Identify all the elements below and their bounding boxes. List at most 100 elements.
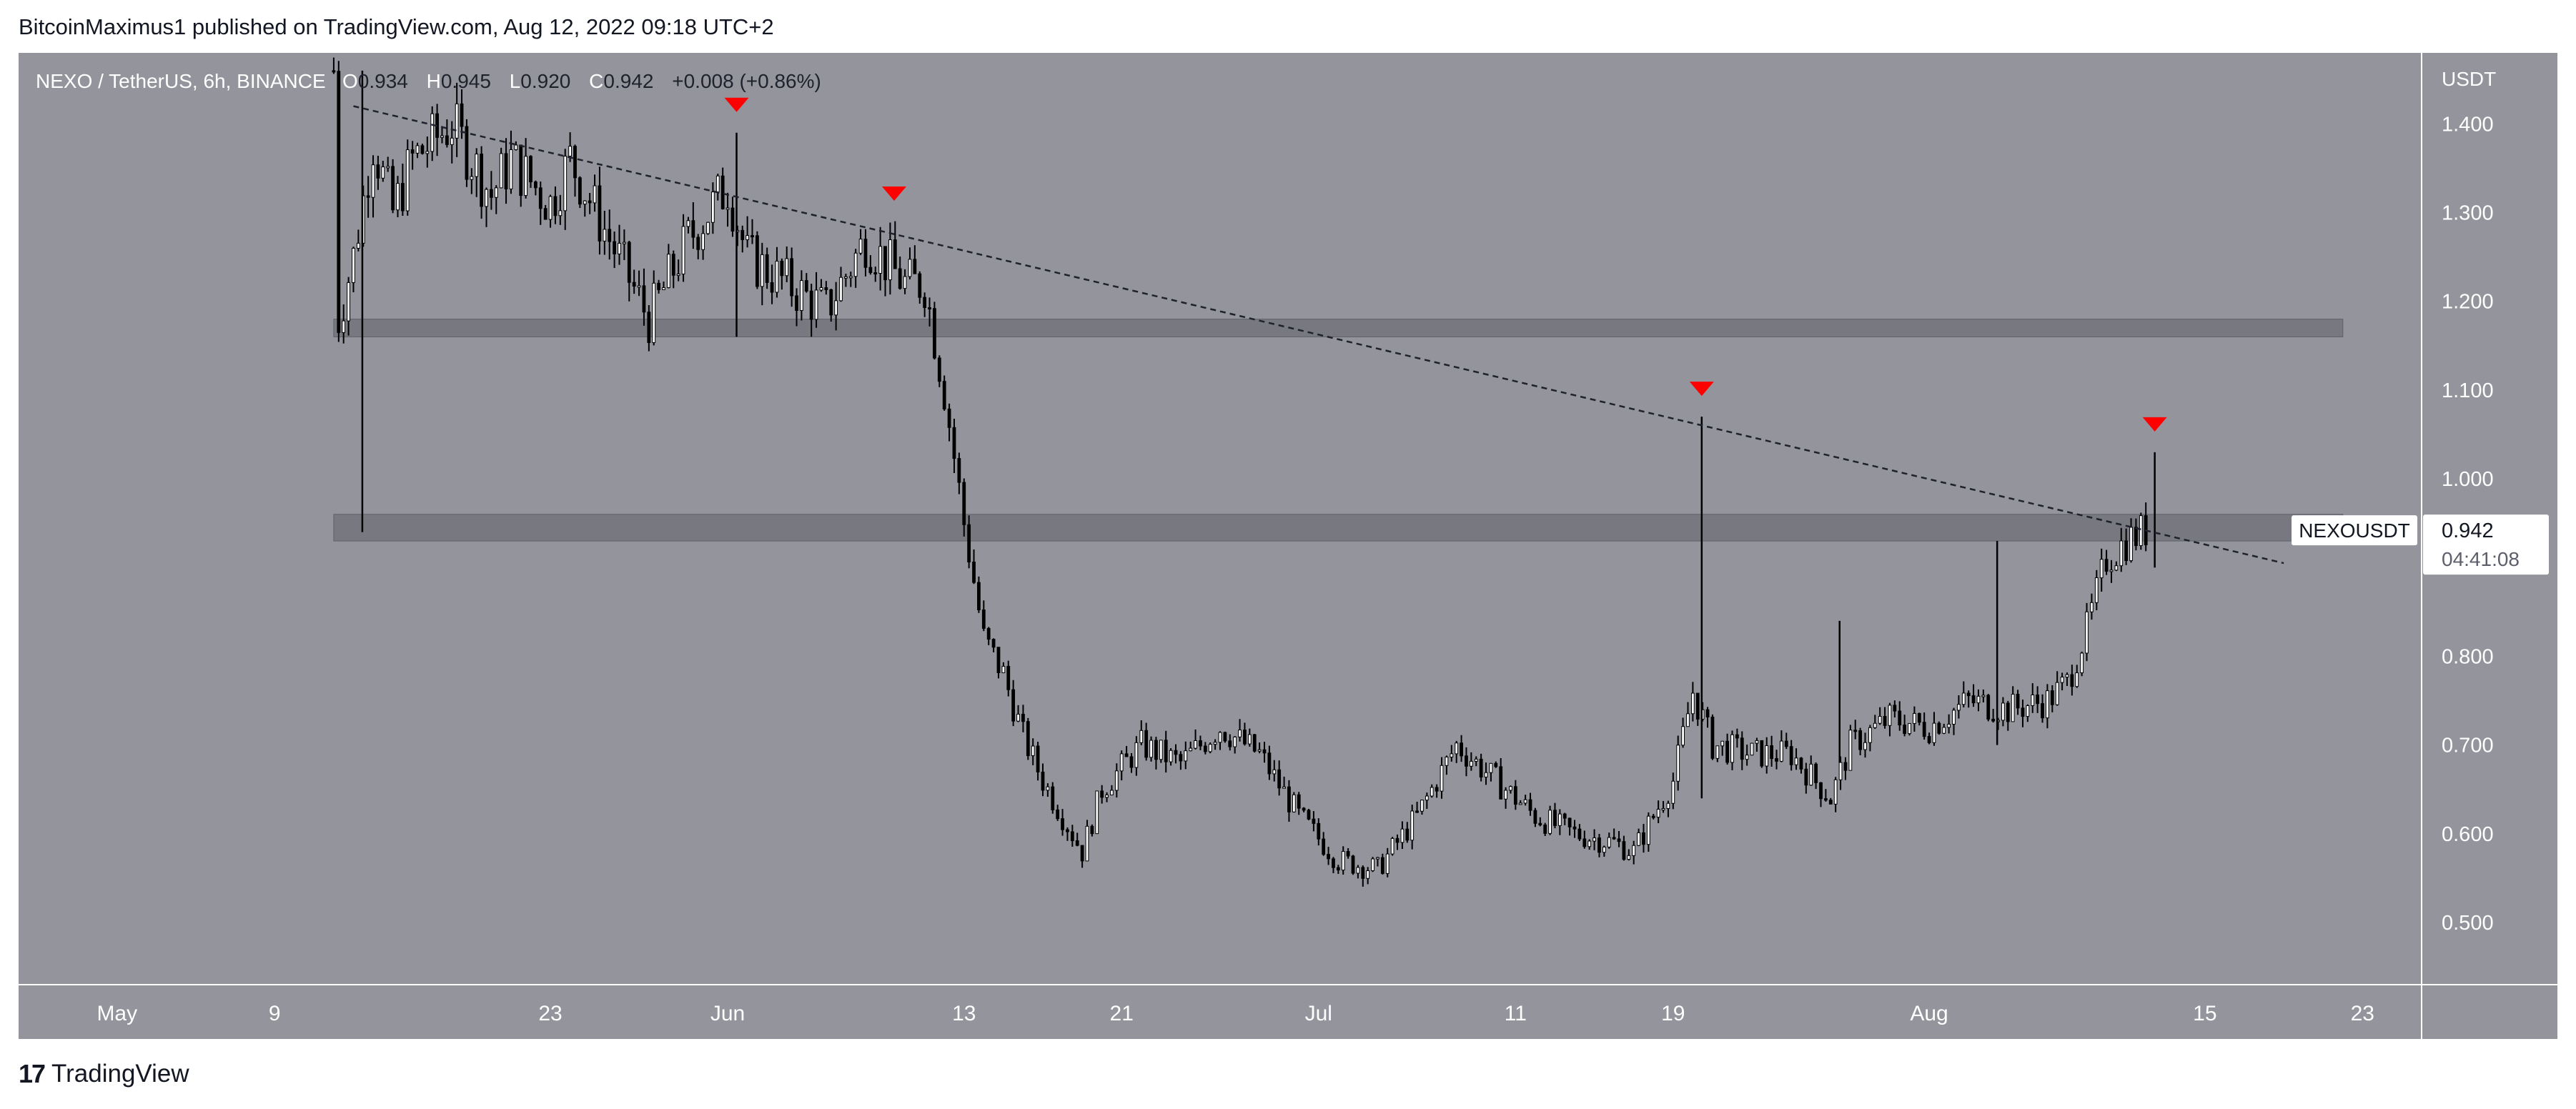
candle-body xyxy=(1794,757,1798,765)
tradingview-footer[interactable]: 17 TradingView xyxy=(19,1059,189,1089)
legend-close-value: 0.942 xyxy=(603,70,654,92)
candle-body xyxy=(1465,755,1468,767)
candle-body xyxy=(2085,611,2089,654)
candle-body xyxy=(2031,695,2035,707)
time-tick-label: May xyxy=(96,1002,137,1025)
candle-body xyxy=(1390,837,1394,855)
candle-body xyxy=(923,297,927,308)
candle-body xyxy=(1134,742,1139,768)
candle-body xyxy=(2139,515,2143,547)
time-tick-label: 19 xyxy=(1661,1002,1685,1025)
candle-body xyxy=(1154,740,1158,760)
candle-body xyxy=(598,185,602,242)
candle-body xyxy=(780,260,784,277)
candle-body xyxy=(715,175,720,193)
candle-body xyxy=(1528,799,1532,811)
candle-body xyxy=(1139,730,1144,743)
time-tick-label: 13 xyxy=(952,1002,976,1025)
candle-body xyxy=(504,153,508,189)
candle-body xyxy=(1617,838,1621,842)
time-tick-label: 23 xyxy=(538,1002,562,1025)
candle-body xyxy=(2090,602,2094,612)
candle-body xyxy=(977,582,981,610)
price-tick-label: 0.700 xyxy=(2442,735,2494,757)
candle-body xyxy=(1129,756,1134,768)
candle-body xyxy=(1469,760,1473,767)
candle-body xyxy=(1819,782,1823,800)
legend-high-label: H xyxy=(426,70,441,92)
candle-body xyxy=(1252,734,1257,752)
candle-body xyxy=(410,149,415,154)
price-tick-label: 1.200 xyxy=(2442,291,2494,314)
candle-body xyxy=(396,183,400,211)
candle-body xyxy=(563,156,568,212)
candle-body xyxy=(1903,725,1907,735)
candle-body xyxy=(494,187,498,198)
candle-body xyxy=(1622,841,1626,860)
candle-body xyxy=(1420,800,1424,812)
candle-body xyxy=(2114,565,2119,571)
candle-body xyxy=(1661,808,1665,811)
candle-body xyxy=(1577,828,1582,840)
candle-body xyxy=(1105,795,1109,798)
candle-body xyxy=(918,273,922,298)
chart-area[interactable] xyxy=(19,53,2557,1039)
candle-body xyxy=(908,259,912,277)
candle-body xyxy=(1942,727,1946,734)
candle-body xyxy=(618,242,621,254)
candle-body xyxy=(627,242,631,283)
candle-body xyxy=(1489,762,1493,773)
legend-low-label: L xyxy=(509,70,521,92)
candle-body xyxy=(888,239,892,281)
candle-body xyxy=(1913,712,1916,724)
candle-body xyxy=(740,229,745,240)
candle-body xyxy=(1562,813,1567,819)
candle-body xyxy=(499,153,503,189)
candle-body xyxy=(745,235,750,240)
candle-body xyxy=(868,267,873,274)
candle-body xyxy=(1110,790,1114,796)
candle-body xyxy=(1395,837,1400,843)
candle-body xyxy=(858,239,863,254)
candle-body xyxy=(514,144,518,150)
candle-body xyxy=(440,135,444,138)
candle-body xyxy=(1582,838,1587,847)
candle-body xyxy=(1218,732,1222,743)
support-zone xyxy=(333,319,2344,337)
candle-body xyxy=(1607,837,1611,847)
candle-body xyxy=(1051,786,1055,810)
publisher-header: BitcoinMaximus1 published on TradingView… xyxy=(19,14,774,39)
candle-body xyxy=(1376,857,1379,860)
candle-body xyxy=(356,242,360,249)
candle-body xyxy=(1947,724,1951,728)
candle-body xyxy=(465,126,469,180)
candle-body xyxy=(1090,825,1094,835)
candle-body xyxy=(2094,577,2099,603)
candle-body xyxy=(730,207,735,232)
candle-body xyxy=(1898,710,1902,726)
candle-body xyxy=(1533,810,1537,824)
candle-body xyxy=(1243,730,1247,745)
candle-body xyxy=(1455,742,1459,755)
candle-body xyxy=(1592,837,1596,842)
candle-body xyxy=(533,181,538,189)
candle-body xyxy=(1957,704,1961,711)
candle-body xyxy=(937,357,941,382)
candle-body xyxy=(795,295,798,312)
candle-body xyxy=(400,183,405,212)
candle-body xyxy=(1710,716,1715,759)
candle-body xyxy=(657,282,661,290)
candle-body xyxy=(1006,665,1011,690)
price-tick-label: 0.600 xyxy=(2442,823,2494,846)
legend-high-value: 0.945 xyxy=(440,70,491,92)
candle-body xyxy=(1415,810,1419,813)
candle-body xyxy=(1080,845,1084,862)
tradingview-logo-icon: 17 xyxy=(19,1059,46,1088)
candle-body xyxy=(1031,745,1035,757)
candle-body xyxy=(1262,749,1267,754)
candle-body xyxy=(1932,722,1936,743)
candle-body xyxy=(1460,742,1463,757)
legend-change: +0.008 (+0.86%) xyxy=(672,70,821,92)
candle-body xyxy=(1430,787,1434,797)
